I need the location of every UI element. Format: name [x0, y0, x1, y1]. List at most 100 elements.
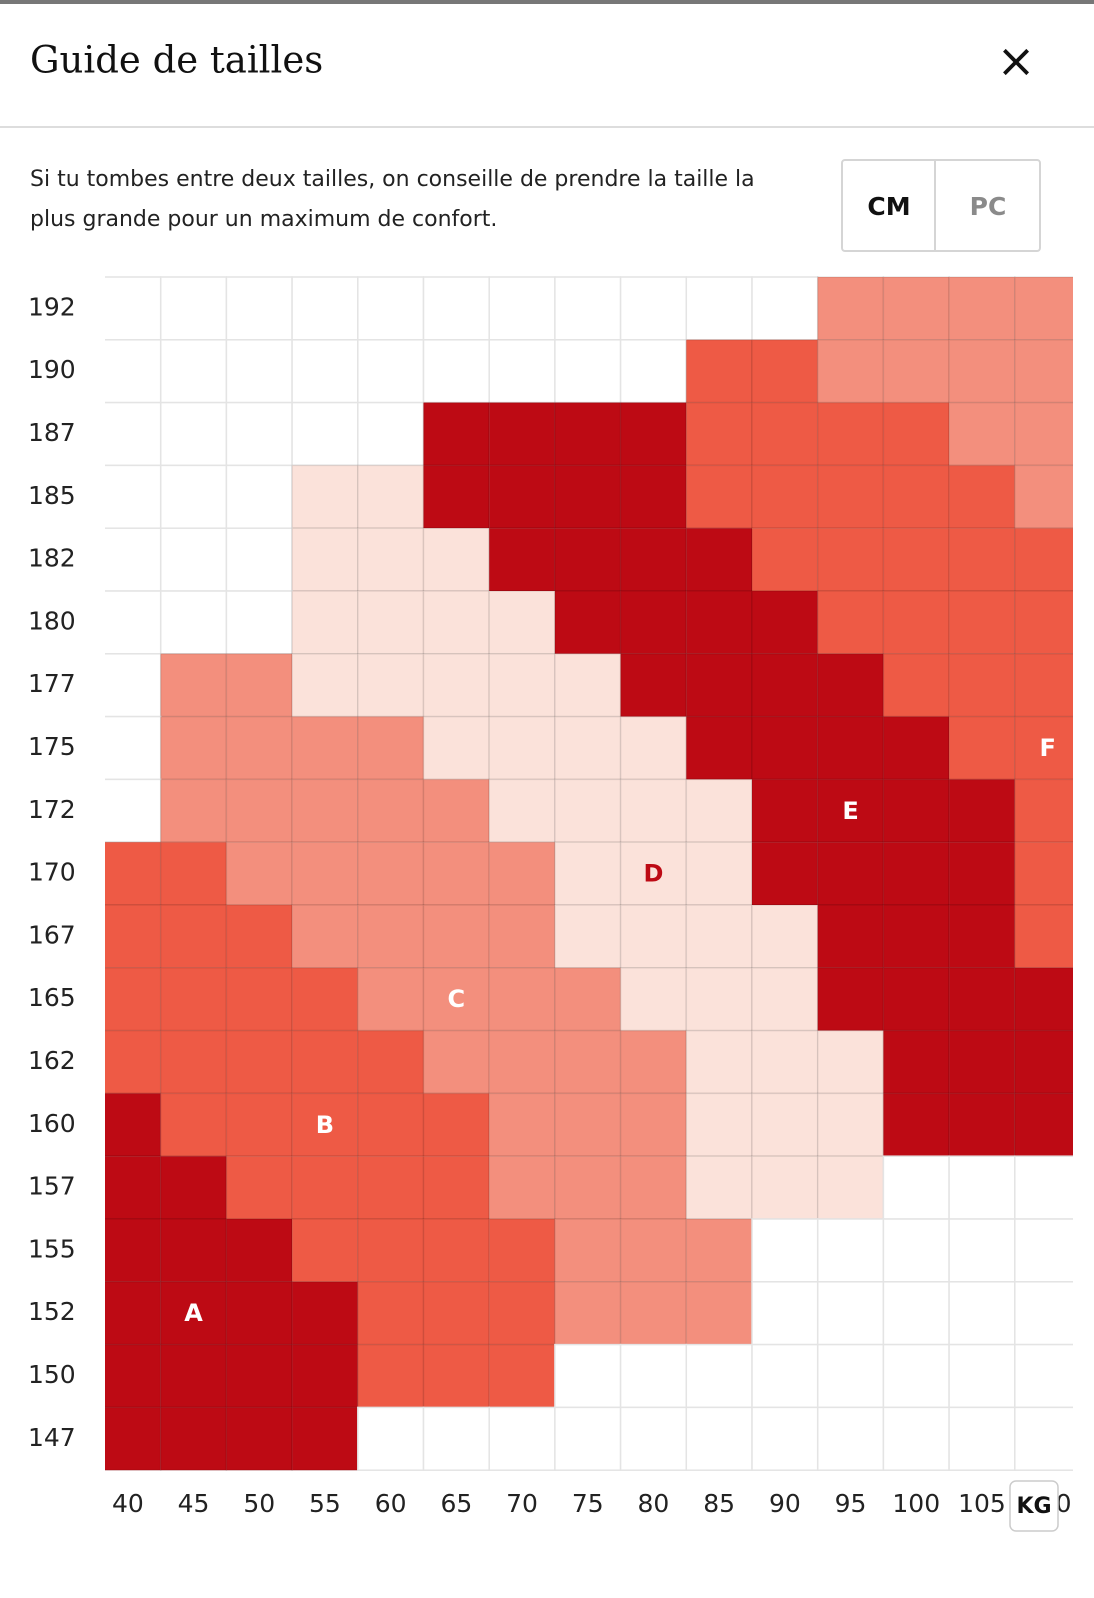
modal-title: Guide de tailles — [30, 39, 323, 82]
size-cell — [488, 590, 556, 655]
size-cell — [816, 401, 885, 467]
size-cell — [422, 653, 490, 718]
size-cell — [619, 1281, 688, 1346]
size-cell — [554, 1218, 622, 1283]
size-cell — [948, 339, 1016, 404]
size-cell — [488, 464, 556, 529]
size-cell — [554, 1343, 622, 1409]
size-cell — [225, 339, 293, 404]
size-cell — [882, 527, 950, 592]
size-cell — [488, 1155, 556, 1220]
size-cell — [357, 276, 425, 341]
size-cell — [488, 778, 556, 843]
weight-label: 60 — [375, 1489, 407, 1518]
size-cell — [948, 1155, 1016, 1220]
size-cell — [159, 1155, 228, 1220]
size-cell — [225, 1218, 293, 1283]
size-cell — [1014, 464, 1073, 529]
weight-label: 45 — [178, 1489, 210, 1518]
size-cell — [1014, 401, 1073, 467]
size-cell — [948, 590, 1016, 655]
size-cell — [105, 1218, 162, 1283]
size-cell — [159, 590, 228, 655]
size-cell — [882, 653, 950, 718]
size-cell — [554, 904, 622, 969]
top-border — [0, 0, 1094, 4]
size-cell — [948, 1092, 1016, 1157]
size-cell — [225, 1155, 293, 1220]
size-cell — [159, 276, 228, 341]
size-cell — [488, 1281, 556, 1346]
size-cell — [1014, 1218, 1073, 1283]
size-cell — [685, 1406, 753, 1471]
size-cell — [105, 653, 162, 718]
size-cell — [948, 1281, 1016, 1346]
size-cell — [882, 1155, 950, 1220]
size-cell — [685, 401, 753, 467]
height-label: 172 — [28, 795, 76, 824]
size-cell — [751, 1343, 819, 1409]
size-cell — [816, 1218, 885, 1283]
size-cell — [159, 401, 228, 467]
size-cell — [619, 715, 688, 781]
size-cell — [357, 904, 425, 969]
size-cell — [159, 1029, 228, 1095]
size-cell — [291, 527, 359, 592]
weight-label: 70 — [506, 1489, 538, 1518]
size-cell — [488, 1343, 556, 1409]
size-cell — [685, 1029, 753, 1095]
size-cell — [357, 527, 425, 592]
size-cell — [225, 464, 293, 529]
size-cell — [159, 715, 228, 781]
size-cell — [357, 1218, 425, 1283]
size-cell — [554, 653, 622, 718]
close-button[interactable]: × — [997, 34, 1036, 88]
size-cell — [619, 527, 688, 592]
size-cell — [685, 590, 753, 655]
height-label: 192 — [28, 292, 76, 321]
size-cell — [1014, 1281, 1073, 1346]
weight-label: 85 — [703, 1489, 735, 1518]
size-cell — [422, 401, 490, 467]
size-cell — [751, 401, 819, 467]
size-cell — [816, 1155, 885, 1220]
size-cell — [882, 339, 950, 404]
size-cell — [422, 904, 490, 969]
size-cell — [357, 967, 425, 1032]
size-cell — [1014, 1406, 1073, 1471]
size-cell — [159, 1343, 228, 1409]
size-cell — [554, 401, 622, 467]
size-cell — [105, 339, 162, 404]
size-cell — [225, 590, 293, 655]
size-cell — [291, 401, 359, 467]
size-cell — [751, 464, 819, 529]
size-cell — [225, 841, 293, 906]
size-cell — [554, 967, 622, 1032]
size-cell — [291, 1343, 359, 1409]
unit-option[interactable]: CM — [867, 192, 910, 221]
unit-badge — [1009, 1480, 1059, 1532]
size-cell — [948, 276, 1016, 341]
size-cell — [948, 653, 1016, 718]
size-cell — [816, 590, 885, 655]
size-cell — [1014, 1155, 1073, 1220]
size-cell — [357, 339, 425, 404]
size-cell — [751, 967, 819, 1032]
size-cell — [1014, 1029, 1073, 1095]
size-cell — [554, 527, 622, 592]
weight-label: 95 — [835, 1489, 867, 1518]
unit-option[interactable]: PC — [970, 192, 1007, 221]
size-cell — [619, 276, 688, 341]
height-label: 170 — [28, 858, 76, 887]
size-cell — [488, 1029, 556, 1095]
size-cell — [619, 1155, 688, 1220]
size-cell — [554, 339, 622, 404]
size-cell — [948, 401, 1016, 467]
note-line: Si tu tombes entre deux tailles, on cons… — [30, 167, 755, 192]
size-cell — [751, 276, 819, 341]
size-cell — [948, 1343, 1016, 1409]
size-cell — [159, 527, 228, 592]
size-cell — [105, 1029, 162, 1095]
height-label: 152 — [28, 1297, 76, 1326]
size-cell — [948, 1218, 1016, 1283]
